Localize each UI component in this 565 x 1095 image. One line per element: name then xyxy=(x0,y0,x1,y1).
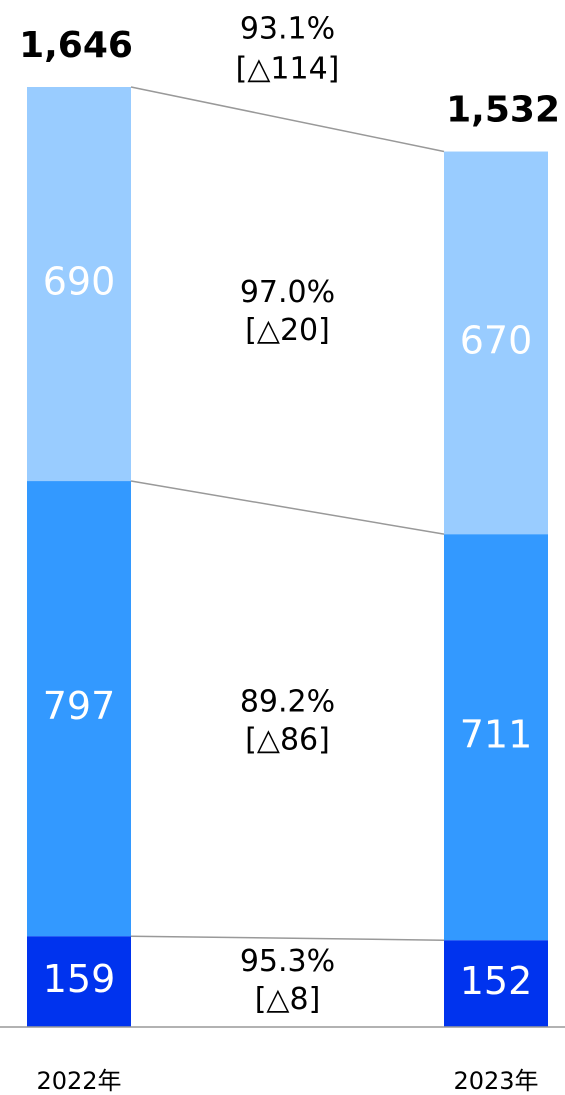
bar-segment xyxy=(27,936,131,1027)
segment-label: 797 xyxy=(43,684,116,728)
connector-line xyxy=(130,86,445,153)
total-label: 1,646 xyxy=(19,25,133,66)
segment-label: 690 xyxy=(43,260,116,304)
bar-segment xyxy=(27,87,131,482)
category-label: 2022年 xyxy=(36,1067,121,1095)
connector-line xyxy=(130,480,445,535)
total-label: 1,532 xyxy=(446,90,560,131)
total-change-ratio: 93.1% xyxy=(240,12,335,47)
total-change-amount: [△114] xyxy=(236,52,340,87)
connector-line xyxy=(130,935,445,941)
change-ratio: 97.0% xyxy=(240,275,335,310)
change-amount: [△86] xyxy=(245,722,330,757)
category-label: 2023年 xyxy=(453,1067,538,1095)
change-ratio: 89.2% xyxy=(240,684,335,719)
segment-label: 711 xyxy=(460,713,533,757)
change-amount: [△8] xyxy=(255,982,321,1017)
change-amount: [△20] xyxy=(245,313,330,348)
bar-segment xyxy=(444,940,548,1027)
bar-segment xyxy=(27,481,131,937)
bar-segment xyxy=(444,534,548,941)
segment-label: 670 xyxy=(460,318,533,362)
bar-segment xyxy=(444,151,548,535)
segment-label: 159 xyxy=(43,957,116,1001)
change-ratio: 95.3% xyxy=(240,944,335,979)
segment-label: 152 xyxy=(460,959,533,1003)
